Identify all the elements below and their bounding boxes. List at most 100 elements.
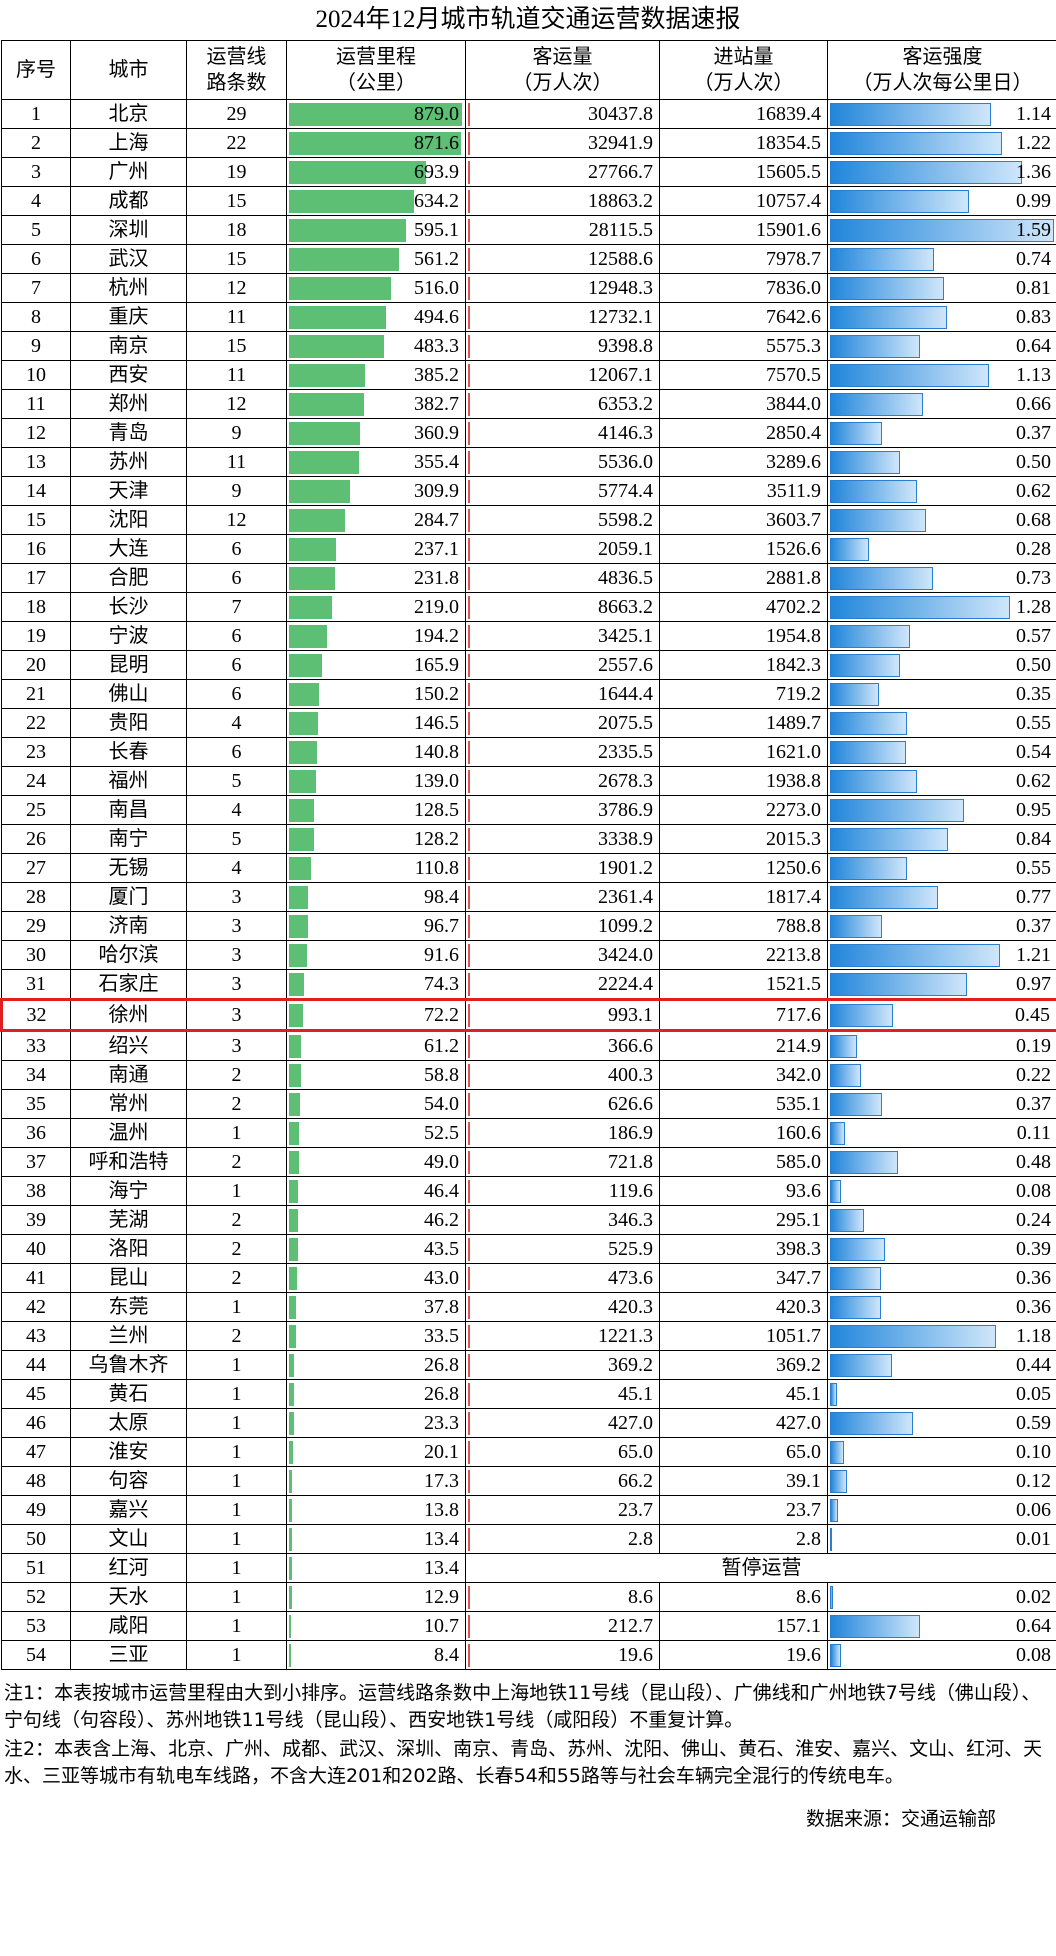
table-cell: 309.9 <box>286 476 466 506</box>
data-bar <box>468 1093 470 1116</box>
table-cell: 65.0 <box>659 1437 828 1467</box>
table-cell: 0.68 <box>827 505 1056 535</box>
table-cell: 23.7 <box>659 1495 828 1525</box>
table-cell: 0.64 <box>827 331 1056 361</box>
table-cell: 5774.4 <box>465 476 660 506</box>
data-bar <box>289 480 350 503</box>
cell-text: 6 <box>231 567 242 589</box>
cell-text: 4702.2 <box>766 596 821 618</box>
table-cell: 0.62 <box>827 766 1056 796</box>
cell-text: 18354.5 <box>756 132 821 154</box>
table-cell: 15901.6 <box>659 215 828 245</box>
cell-text: 7570.5 <box>766 364 821 386</box>
table-cell: 黄石 <box>70 1379 187 1409</box>
table-cell: 22 <box>1 708 71 738</box>
table-cell: 11 <box>186 447 287 477</box>
cell-text: 0.57 <box>1016 625 1051 647</box>
table-row: 3 广州 19 693.9 27766.7 15605.5 1.36 <box>1 157 1056 187</box>
data-bar <box>830 1412 914 1435</box>
data-bar <box>830 1267 881 1290</box>
table-cell: 43.0 <box>286 1263 466 1293</box>
table-cell: 昆明 <box>70 650 187 680</box>
cell-text: 0.10 <box>1016 1441 1051 1463</box>
table-cell: 10.7 <box>286 1611 466 1641</box>
table-cell: 15 <box>1 505 71 535</box>
table-cell: 0.10 <box>827 1437 1056 1467</box>
table-row: 9 南京 15 483.3 9398.8 5575.3 0.64 <box>1 331 1056 361</box>
table-cell: 乌鲁木齐 <box>70 1350 187 1380</box>
table-row: 17 合肥 6 231.8 4836.5 2881.8 0.73 <box>1 563 1056 593</box>
table-cell: 16839.4 <box>659 99 828 129</box>
table-cell: 1.28 <box>827 592 1056 622</box>
cell-text: 0.97 <box>1016 973 1051 995</box>
cell-text: 8.6 <box>628 1586 653 1608</box>
cell-text: 420.3 <box>608 1296 653 1318</box>
cell-text: 19.6 <box>786 1644 821 1666</box>
table-cell: 150.2 <box>286 679 466 709</box>
cell-text: 合肥 <box>108 567 149 589</box>
table-cell: 21 <box>1 679 71 709</box>
table-cell: 3425.1 <box>465 621 660 651</box>
table-cell: 30437.8 <box>465 99 660 129</box>
data-bar <box>830 1064 861 1087</box>
cell-text: 7 <box>31 277 41 299</box>
data-bar <box>289 538 336 561</box>
cell-text: 0.05 <box>1016 1383 1051 1405</box>
data-bar <box>830 306 947 329</box>
table-cell: 26.8 <box>286 1350 466 1380</box>
cell-text: 473.6 <box>608 1267 653 1289</box>
table-cell: 12948.3 <box>465 273 660 303</box>
table-cell: 36 <box>1 1118 71 1148</box>
table-cell: 146.5 <box>286 708 466 738</box>
table-cell: 3511.9 <box>659 476 828 506</box>
data-bar <box>830 1238 885 1261</box>
cell-text: 1 <box>231 1586 242 1608</box>
cell-text: 366.6 <box>608 1035 653 1057</box>
cell-text: 38 <box>26 1180 46 1202</box>
cell-text: 上海 <box>108 132 149 154</box>
cell-text: 295.1 <box>776 1209 821 1231</box>
data-bar <box>830 944 1001 967</box>
data-bar <box>289 1004 304 1027</box>
cell-text: 1.14 <box>1016 103 1051 125</box>
cell-text: 12067.1 <box>588 364 653 386</box>
data-bar <box>468 1209 470 1232</box>
table-cell: 53 <box>1 1611 71 1641</box>
data-bar <box>289 190 414 213</box>
table-cell: 0.28 <box>827 534 1056 564</box>
table-cell: 49.0 <box>286 1147 466 1177</box>
data-bar <box>468 1004 470 1027</box>
table-cell: 西安 <box>70 360 187 390</box>
data-table: 序号 城市 运营线 路条数 运营里程 （公里） 客运量 （万人次） 进站量 （万人次） 客运… <box>0 40 1056 1670</box>
table-cell: 535.1 <box>659 1089 828 1119</box>
cell-text: 4 <box>31 190 41 212</box>
cell-text: 咸阳 <box>108 1615 149 1637</box>
cell-text: 28115.5 <box>588 219 653 241</box>
cell-text: 4146.3 <box>598 422 653 444</box>
cell-text: 16839.4 <box>756 103 821 125</box>
cell-text: 成都 <box>108 190 149 212</box>
cell-text: 525.9 <box>608 1238 653 1260</box>
cell-text: 0.99 <box>1016 190 1051 212</box>
data-bar <box>830 1528 832 1551</box>
cell-text: 18 <box>26 596 46 618</box>
table-cell: 1954.8 <box>659 621 828 651</box>
table-cell: 993.1 <box>465 998 660 1032</box>
table-cell: 宁波 <box>70 621 187 651</box>
table-cell: 17.3 <box>286 1466 466 1496</box>
cell-text: 1.36 <box>1016 161 1051 183</box>
table-cell: 355.4 <box>286 447 466 477</box>
cell-text: 0.73 <box>1016 567 1051 589</box>
cell-text: 49 <box>26 1499 46 1521</box>
cell-text: 369.2 <box>776 1354 821 1376</box>
data-bar <box>468 1586 470 1609</box>
cell-text: 46.2 <box>424 1209 459 1231</box>
table-cell: 1644.4 <box>465 679 660 709</box>
cell-text: 徐州 <box>108 1004 149 1026</box>
table-cell: 721.8 <box>465 1147 660 1177</box>
table-cell: 50 <box>1 1524 71 1554</box>
cell-text: 3425.1 <box>598 625 653 647</box>
cell-text: 0.50 <box>1016 451 1051 473</box>
table-cell: 369.2 <box>659 1350 828 1380</box>
